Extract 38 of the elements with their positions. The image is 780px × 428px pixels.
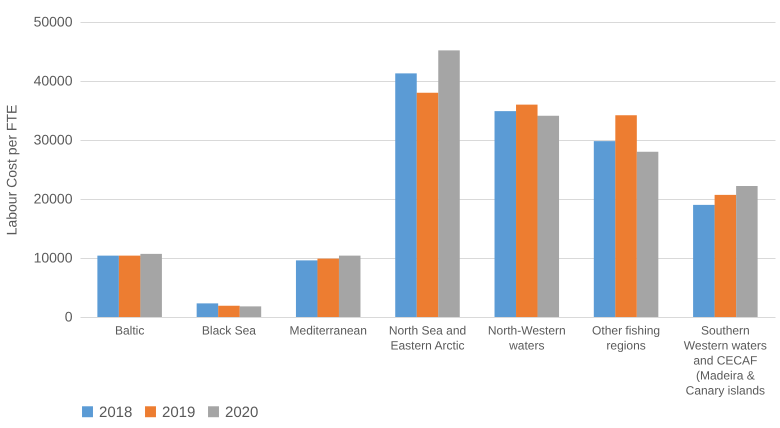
bar (693, 204, 715, 317)
bar (594, 141, 616, 317)
x-tick-label: Baltic (114, 324, 144, 338)
bar (296, 260, 318, 317)
y-tick-label: 20000 (34, 190, 73, 206)
bar (338, 256, 360, 317)
bar (140, 254, 162, 317)
y-tick-label: 40000 (34, 72, 73, 88)
legend-label: 2020 (225, 404, 258, 421)
bar (494, 111, 516, 317)
bar (196, 303, 218, 317)
x-tick-label: Mediterranean (290, 324, 367, 338)
bar (615, 115, 637, 317)
bar (714, 194, 736, 317)
x-tick-label: Southern Western waters and CECAF (Madeira & Canary islands (684, 324, 767, 398)
bar (416, 92, 438, 317)
y-axis-title: Labour Cost per FTE (4, 104, 20, 236)
bar (516, 104, 538, 317)
x-tick-label: North Sea and Eastern Arctic (388, 324, 466, 352)
bar (97, 256, 119, 317)
y-tick-label: 30000 (34, 132, 73, 148)
bar (438, 50, 460, 317)
bar (240, 306, 262, 317)
bar (218, 306, 240, 317)
legend-label: 2019 (162, 404, 196, 421)
y-tick-label: 50000 (34, 14, 73, 30)
y-tick-label: 10000 (34, 250, 73, 266)
x-tick-label: Black Sea (202, 324, 256, 338)
y-tick-label: 0 (64, 308, 73, 324)
bar (538, 116, 560, 317)
x-tick-label: Other fishing regions (592, 324, 660, 352)
x-tick-label: North-Western waters (488, 324, 566, 352)
bar (736, 186, 758, 317)
bar (317, 258, 339, 317)
legend-label: 2018 (99, 404, 132, 421)
bar (395, 73, 417, 317)
bar (118, 256, 140, 317)
bar (636, 152, 658, 317)
